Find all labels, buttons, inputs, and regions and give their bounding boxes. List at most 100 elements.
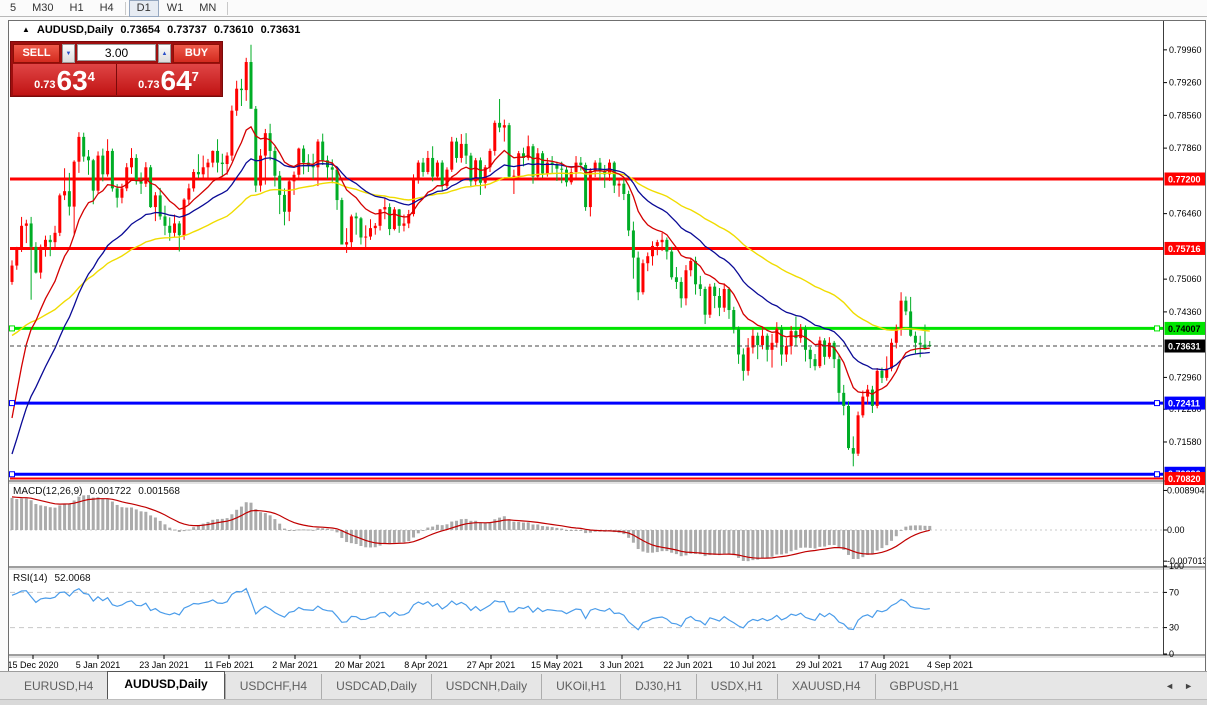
candle-body — [282, 194, 286, 212]
tab-usdcad-daily[interactable]: USDCAD,Daily — [321, 674, 431, 699]
ma-slow-line — [11, 172, 930, 337]
macd-histogram-bar — [163, 524, 167, 530]
macd-histogram-bar — [813, 530, 817, 549]
timeframe-button-h4[interactable]: H4 — [99, 1, 114, 14]
candle-body — [574, 162, 578, 172]
buy-price-display[interactable]: 0.73 64 7 — [117, 64, 220, 95]
line-handle[interactable] — [1154, 471, 1160, 478]
line-handle[interactable] — [1154, 325, 1160, 332]
candle-body — [651, 245, 655, 257]
volume-decrease-button[interactable]: ▼ — [62, 44, 75, 63]
candle-body — [192, 171, 196, 189]
macd-histogram-bar — [803, 530, 807, 548]
macd-histogram-bar — [259, 512, 263, 530]
macd-histogram-bar — [82, 495, 86, 530]
macd-histogram-bar — [48, 507, 52, 530]
candle-body — [665, 239, 669, 252]
tab-usdx-h1[interactable]: USDX,H1 — [695, 674, 777, 699]
rsi-line — [11, 587, 930, 631]
candle-body — [15, 249, 19, 266]
price-badge-label: 0.75716 — [1168, 244, 1201, 254]
macd-name: MACD(12,26,9) — [13, 486, 83, 497]
candle-body — [636, 257, 640, 293]
timeframe-button-mn[interactable]: MN — [199, 1, 217, 14]
candle-body — [827, 342, 831, 357]
rsi-tick-label: 0 — [1169, 649, 1174, 659]
candle-body — [894, 328, 898, 343]
macd-histogram-bar — [827, 530, 831, 546]
timeframe-button-m30[interactable]: M30 — [32, 1, 54, 14]
macd-histogram-bar — [388, 530, 392, 545]
macd-histogram-bar — [651, 530, 655, 553]
candle-body — [899, 300, 903, 329]
date-label: 29 Jul 2021 — [796, 660, 843, 670]
candle-body — [694, 260, 698, 285]
volume-input[interactable] — [77, 44, 156, 61]
macd-histogram-bar — [689, 530, 693, 554]
date-axis[interactable]: 15 Dec 2020 5 Jan 2021 23 Jan 2021 11 Feb 2… — [9, 655, 973, 670]
tab-scroll-left-icon[interactable]: ◄ — [1165, 681, 1175, 691]
candle-body — [364, 236, 368, 238]
line-handle[interactable] — [9, 325, 15, 332]
tab-scroll-right-icon[interactable]: ► — [1184, 681, 1193, 691]
sell-price-display[interactable]: 0.73 63 4 — [13, 64, 116, 95]
timeframe-button-h1[interactable]: H1 — [69, 1, 84, 14]
line-handle[interactable] — [1154, 400, 1160, 407]
candle-body — [488, 150, 492, 168]
macd-tick-label: 0.00 — [1167, 525, 1185, 535]
macd-pane[interactable] — [10, 495, 1163, 562]
tab-gbpusd-h1[interactable]: GBPUSD,H1 — [874, 674, 973, 699]
macd-histogram-bar — [58, 505, 62, 530]
volume-increase-button[interactable]: ▲ — [158, 44, 171, 63]
macd-histogram-bar — [746, 530, 750, 562]
macd-histogram-bar — [588, 530, 592, 533]
date-label: 23 Jan 2021 — [139, 660, 189, 670]
price-axis[interactable]: 0.79960 0.79260 0.78560 0.77860 0.76460 0.750… — [1163, 45, 1206, 659]
tab-eurusd-h4[interactable]: EURUSD,H4 — [24, 679, 94, 693]
candle-body — [541, 153, 545, 174]
candle-body — [674, 277, 678, 282]
candle-body — [689, 260, 693, 271]
candle-body — [249, 62, 253, 109]
macd-histogram-bar — [842, 530, 846, 550]
candle-body — [545, 162, 549, 174]
macd-histogram-bar — [134, 509, 138, 530]
line-handle[interactable] — [9, 400, 15, 407]
price-pane[interactable] — [9, 44, 1164, 480]
candle-body — [775, 328, 779, 343]
macd-histogram-bar — [832, 530, 836, 545]
macd-histogram-bar — [751, 530, 755, 561]
candle-body — [507, 125, 511, 177]
candle-body — [369, 228, 372, 237]
sell-button[interactable]: SELL — [13, 44, 60, 63]
tab-dj30-h1[interactable]: DJ30,H1 — [620, 674, 696, 699]
candle-body — [39, 246, 43, 273]
macd-histogram-bar — [86, 495, 90, 530]
macd-histogram-bar — [230, 514, 234, 530]
chart-canvas[interactable]: 0.79960 0.79260 0.78560 0.77860 0.76460 0.750… — [9, 21, 1205, 671]
timeframe-button-d1[interactable]: D1 — [128, 0, 159, 17]
macd-histogram-bar — [655, 530, 659, 553]
macd-histogram-bar — [311, 529, 315, 531]
macd-histogram-bar — [235, 509, 239, 530]
candle-body — [746, 347, 750, 371]
price-tick-label: 0.72960 — [1169, 372, 1202, 382]
macd-histogram-bar — [694, 530, 698, 554]
date-label: 15 May 2021 — [531, 660, 583, 670]
rsi-pane[interactable] — [10, 587, 1163, 631]
tab-usdcnh-daily[interactable]: USDCNH,Daily — [430, 674, 541, 699]
timeframe-button-w1[interactable]: W1 — [166, 1, 184, 14]
tab-usdchf-h4[interactable]: USDCHF,H4 — [224, 674, 321, 699]
window-menu-triangle-icon[interactable]: ▲ — [22, 24, 30, 34]
tab-audusd-daily[interactable]: AUDUSD,Daily — [107, 671, 225, 699]
date-label: 27 Apr 2021 — [467, 660, 516, 670]
tab-ukoil-h1[interactable]: UKOil,H1 — [541, 674, 620, 699]
tab-xauusd-h4[interactable]: XAUUSD,H4 — [776, 674, 875, 699]
macd-histogram-bar — [760, 530, 764, 559]
buy-button[interactable]: BUY — [173, 44, 220, 63]
candle-body — [91, 160, 95, 191]
line-handle[interactable] — [9, 471, 15, 478]
rsi-tick-label: 70 — [1169, 587, 1179, 597]
timeframe-button-5[interactable]: 5 — [10, 1, 17, 14]
candle-body — [187, 188, 191, 200]
